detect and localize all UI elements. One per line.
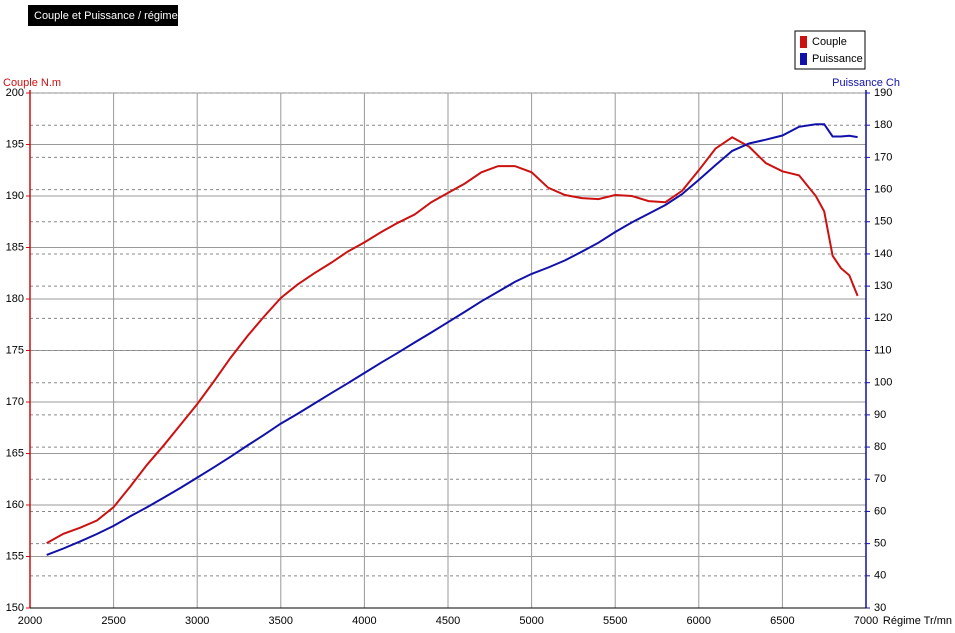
- legend-swatch: [800, 53, 807, 65]
- x-tick-label: 6000: [687, 615, 711, 627]
- y2-tick-label: 80: [874, 441, 886, 453]
- y2-tick-label: 60: [874, 505, 886, 517]
- y-tick-label: 190: [6, 190, 24, 202]
- x-tick-label: 2500: [101, 615, 125, 627]
- y-tick-label: 155: [6, 550, 24, 562]
- legend-label: Puissance: [812, 53, 863, 65]
- x-tick-label: 4500: [436, 615, 460, 627]
- y2-tick-label: 120: [874, 312, 892, 324]
- x-tick-label: 3500: [269, 615, 293, 627]
- y2-tick-label: 90: [874, 409, 886, 421]
- y-tick-label: 160: [6, 499, 24, 511]
- y-tick-label: 170: [6, 396, 24, 408]
- y2-tick-label: 30: [874, 602, 886, 614]
- x-tick-label: 7000: [854, 615, 878, 627]
- plot: [46, 123, 859, 556]
- y-tick-label: 195: [6, 138, 24, 150]
- y2-tick-label: 140: [874, 248, 892, 260]
- y2-tick-label: 160: [874, 183, 892, 195]
- line-series: [46, 136, 859, 544]
- y2-tick-label: 40: [874, 570, 886, 582]
- line-series: [46, 123, 858, 556]
- chart-title: Couple et Puissance / régime: [34, 10, 178, 22]
- y2-tick-label: 100: [874, 377, 892, 389]
- y2-tick-label: 150: [874, 216, 892, 228]
- x-tick-label: 6500: [770, 615, 794, 627]
- y-tick-label: 185: [6, 241, 24, 253]
- y2-axis-label: Puissance Ch: [832, 77, 900, 89]
- x-tick-label: 2000: [18, 615, 42, 627]
- x-tick-label: 4000: [352, 615, 376, 627]
- x-tick-label: 5500: [603, 615, 627, 627]
- y-tick-label: 180: [6, 293, 24, 305]
- title-box: [28, 5, 178, 26]
- legend-swatch: [800, 36, 807, 48]
- y2-tick-label: 110: [874, 344, 892, 356]
- legend-label: Couple: [812, 36, 847, 48]
- y-tick-label: 165: [6, 447, 24, 459]
- y2-tick-label: 70: [874, 473, 886, 485]
- y-tick-label: 200: [6, 87, 24, 99]
- y2-tick-label: 170: [874, 151, 892, 163]
- y2-tick-label: 130: [874, 280, 892, 292]
- y2-tick-label: 190: [874, 87, 892, 99]
- x-tick-label: 5000: [519, 615, 543, 627]
- y-tick-label: 150: [6, 602, 24, 614]
- y-axis-label: Couple N.m: [3, 77, 61, 89]
- y2-tick-label: 180: [874, 119, 892, 131]
- y2-tick-label: 50: [874, 538, 886, 550]
- x-tick-label: 3000: [185, 615, 209, 627]
- y-tick-label: 175: [6, 344, 24, 356]
- x-axis-label: Régime Tr/mn: [883, 615, 952, 627]
- grid: [26, 90, 870, 609]
